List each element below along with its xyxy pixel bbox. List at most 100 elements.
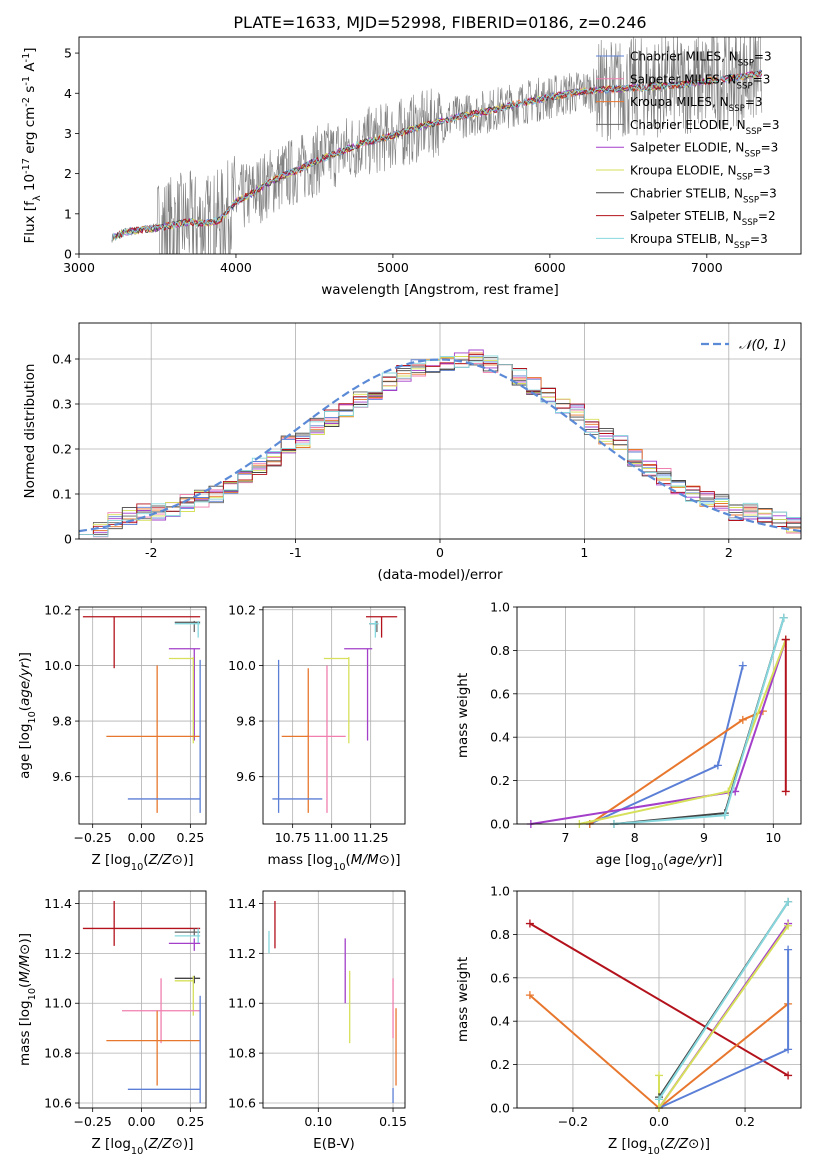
y-tick-label: 10.6 (44, 1096, 72, 1111)
legend-label: Kroupa ELODIE, NSSP=3 (630, 164, 770, 183)
y-tick-label: 0 (64, 532, 72, 547)
panel-massweight-vs-age: 7 8 9 10 0.0 0.2 0.4 0.6 0.8 1.0 age [log10(age/yr… (455, 600, 802, 873)
x-tick-label: 2 (725, 545, 733, 560)
x-tick-label: −0.25 (74, 1114, 112, 1129)
y-tick-label: 0.4 (490, 1014, 510, 1029)
series-marker (525, 919, 534, 928)
y-tick-label: 9.6 (236, 769, 256, 784)
y-tick-label: 10.0 (44, 658, 72, 673)
y-tick-label: 0.1 (52, 487, 72, 502)
x-tick-label: 3000 (63, 260, 95, 275)
y-tick-label: 4 (64, 86, 72, 101)
y-tick-label: 9.6 (52, 769, 72, 784)
panel-mass-vs-Z: −0.25 0.00 0.25 10.6 10.8 11.0 11.2 11.4 Z [log1… (17, 890, 207, 1157)
x-tick-label: 0.0 (649, 1114, 669, 1129)
x-tick-label: 11.25 (353, 830, 389, 845)
series-marker (655, 1095, 663, 1104)
x-tick-label: 0.25 (176, 1114, 204, 1129)
y-tick-label: 0 (64, 247, 72, 262)
y-tick-label: 1.0 (490, 600, 510, 615)
y-tick-label: 0.8 (490, 927, 510, 942)
y-tick-label: 1 (64, 206, 72, 221)
y-tick-label: 11.2 (44, 946, 72, 961)
legend-label: Salpeter STELIB, NSSP=2 (630, 209, 776, 228)
y-tick-label: 0.2 (490, 1057, 510, 1072)
histogram-step (79, 353, 801, 535)
series-marker (784, 945, 793, 954)
y-tick-label: 0.2 (490, 773, 510, 788)
y-tick-label: 0.4 (52, 352, 72, 367)
x-tick-label: 0.00 (128, 1114, 156, 1129)
x-tick-label: 5000 (377, 260, 409, 275)
x-tick-label: 8 (631, 830, 639, 845)
normal-curve-line (79, 358, 801, 533)
series-marker (738, 715, 747, 724)
y-tick-label: 1.0 (490, 884, 510, 899)
histogram-step (79, 359, 801, 535)
y-tick-label: 11.0 (44, 996, 72, 1011)
x-tick-label: 0.15 (379, 1114, 407, 1129)
model-spectrum-line (111, 70, 763, 242)
histogram-step (79, 355, 801, 537)
series-marker (784, 897, 793, 906)
panels-layer: 3000 4000 5000 6000 7000 0 1 2 3 4 5 wavelength [An… (17, 36, 802, 1157)
axes-frame (78, 890, 207, 1109)
y-tick-label: 11.4 (44, 896, 72, 911)
y-tick-label: 11.2 (228, 946, 256, 961)
x-tick-label: 6000 (534, 260, 566, 275)
x-axis-label: wavelength [Angstrom, rest frame] (321, 282, 559, 298)
x-axis-label: Z [log10(Z/Z⊙)] (608, 1136, 710, 1157)
legend-label: Chabrier STELIB, NSSP=3 (630, 186, 777, 205)
x-tick-label: 0.00 (128, 830, 156, 845)
series-line (658, 901, 789, 1100)
x-tick-label: 0.10 (304, 1114, 332, 1129)
x-tick-label: 10 (765, 830, 781, 845)
y-tick-label: 0.2 (52, 442, 72, 457)
legend-label: Chabrier MILES, NSSP=3 (630, 50, 772, 69)
y-axis-label: mass weight (455, 957, 471, 1042)
y-tick-label: 0.6 (490, 970, 510, 985)
y-tick-label: 0.4 (490, 730, 510, 745)
y-tick-label: 0.6 (490, 686, 510, 701)
x-tick-label: 7000 (691, 260, 723, 275)
y-tick-label: 0.0 (490, 817, 510, 832)
y-axis-label: Flux [fλ 10-17 erg cm-2 s-1 A-1] (21, 47, 43, 243)
y-tick-label: 3 (64, 126, 72, 141)
x-tick-label: 0.2 (735, 1114, 755, 1129)
y-tick-label: 10.2 (44, 602, 72, 617)
series-marker (781, 635, 790, 644)
y-tick-label: 2 (64, 166, 72, 181)
series-marker (655, 1071, 663, 1080)
x-tick-label: -1 (289, 545, 301, 560)
y-tick-label: 10.2 (228, 602, 256, 617)
y-tick-label: 11.4 (228, 896, 256, 911)
y-tick-label: 9.8 (52, 714, 72, 729)
y-tick-label: 11.0 (228, 996, 256, 1011)
legend-label: Salpeter MILES, NSSP=3 (630, 72, 770, 91)
series-marker (781, 787, 790, 796)
y-axis-label: mass [log10(M/M⊙)] (17, 933, 38, 1066)
model-spectrum-line (111, 71, 763, 242)
y-tick-label: 9.8 (236, 714, 256, 729)
x-tick-label: −0.2 (558, 1114, 588, 1129)
y-tick-label: 5 (64, 46, 72, 61)
y-tick-label: 0.8 (490, 643, 510, 658)
axes-frame (262, 890, 406, 1109)
series-marker (738, 661, 747, 670)
y-tick-label: 10.8 (44, 1046, 72, 1061)
axes-frame (78, 36, 802, 255)
legend-label: Salpeter ELODIE, NSSP=3 (630, 141, 778, 160)
panel-age-vs-mass: 10.75 11.00 11.25 9.6 9.8 10.0 10.2 mass [log10… (228, 602, 406, 873)
series-line (589, 665, 744, 825)
series-marker (784, 1071, 793, 1080)
panel-residuals: -2 -1 0 1 2 0 0.1 0.2 0.3 0.4 (data-model)/error No… (22, 322, 802, 583)
x-tick-label: 1 (580, 545, 588, 560)
series-marker (779, 613, 788, 622)
panel-mass-vs-ebv: 0.10 0.15 10.6 10.8 11.0 11.2 11.4 E(B-V) (228, 890, 407, 1152)
legend-label: Kroupa STELIB, NSSP=3 (630, 232, 768, 251)
figure-title: PLATE=1633, MJD=52998, FIBERID=0186, z=0… (233, 13, 646, 32)
axes-frame (516, 606, 802, 825)
series-line (530, 639, 787, 825)
panel-age-vs-Z: −0.25 0.00 0.25 9.6 9.8 10.0 10.2 Z [log10(Z/Z⊙… (17, 602, 207, 873)
